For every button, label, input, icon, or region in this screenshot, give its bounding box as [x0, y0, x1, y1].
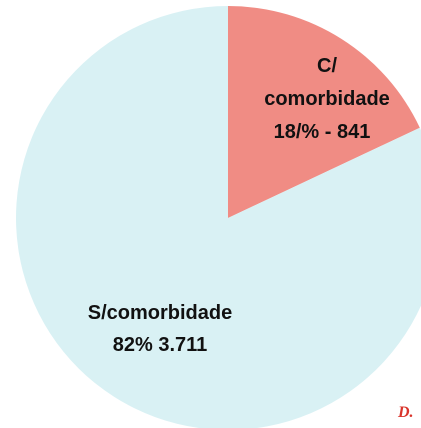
slice-label: C/ comorbidade — [264, 55, 390, 110]
logo: D. — [398, 404, 414, 421]
pie-slice — [228, 6, 420, 218]
value-label: 82% 3.711 — [112, 334, 208, 356]
value-label: 18/% - 841 — [273, 121, 371, 143]
slice-label: S/comorbidade — [87, 302, 233, 324]
pie-slice — [16, 6, 421, 428]
